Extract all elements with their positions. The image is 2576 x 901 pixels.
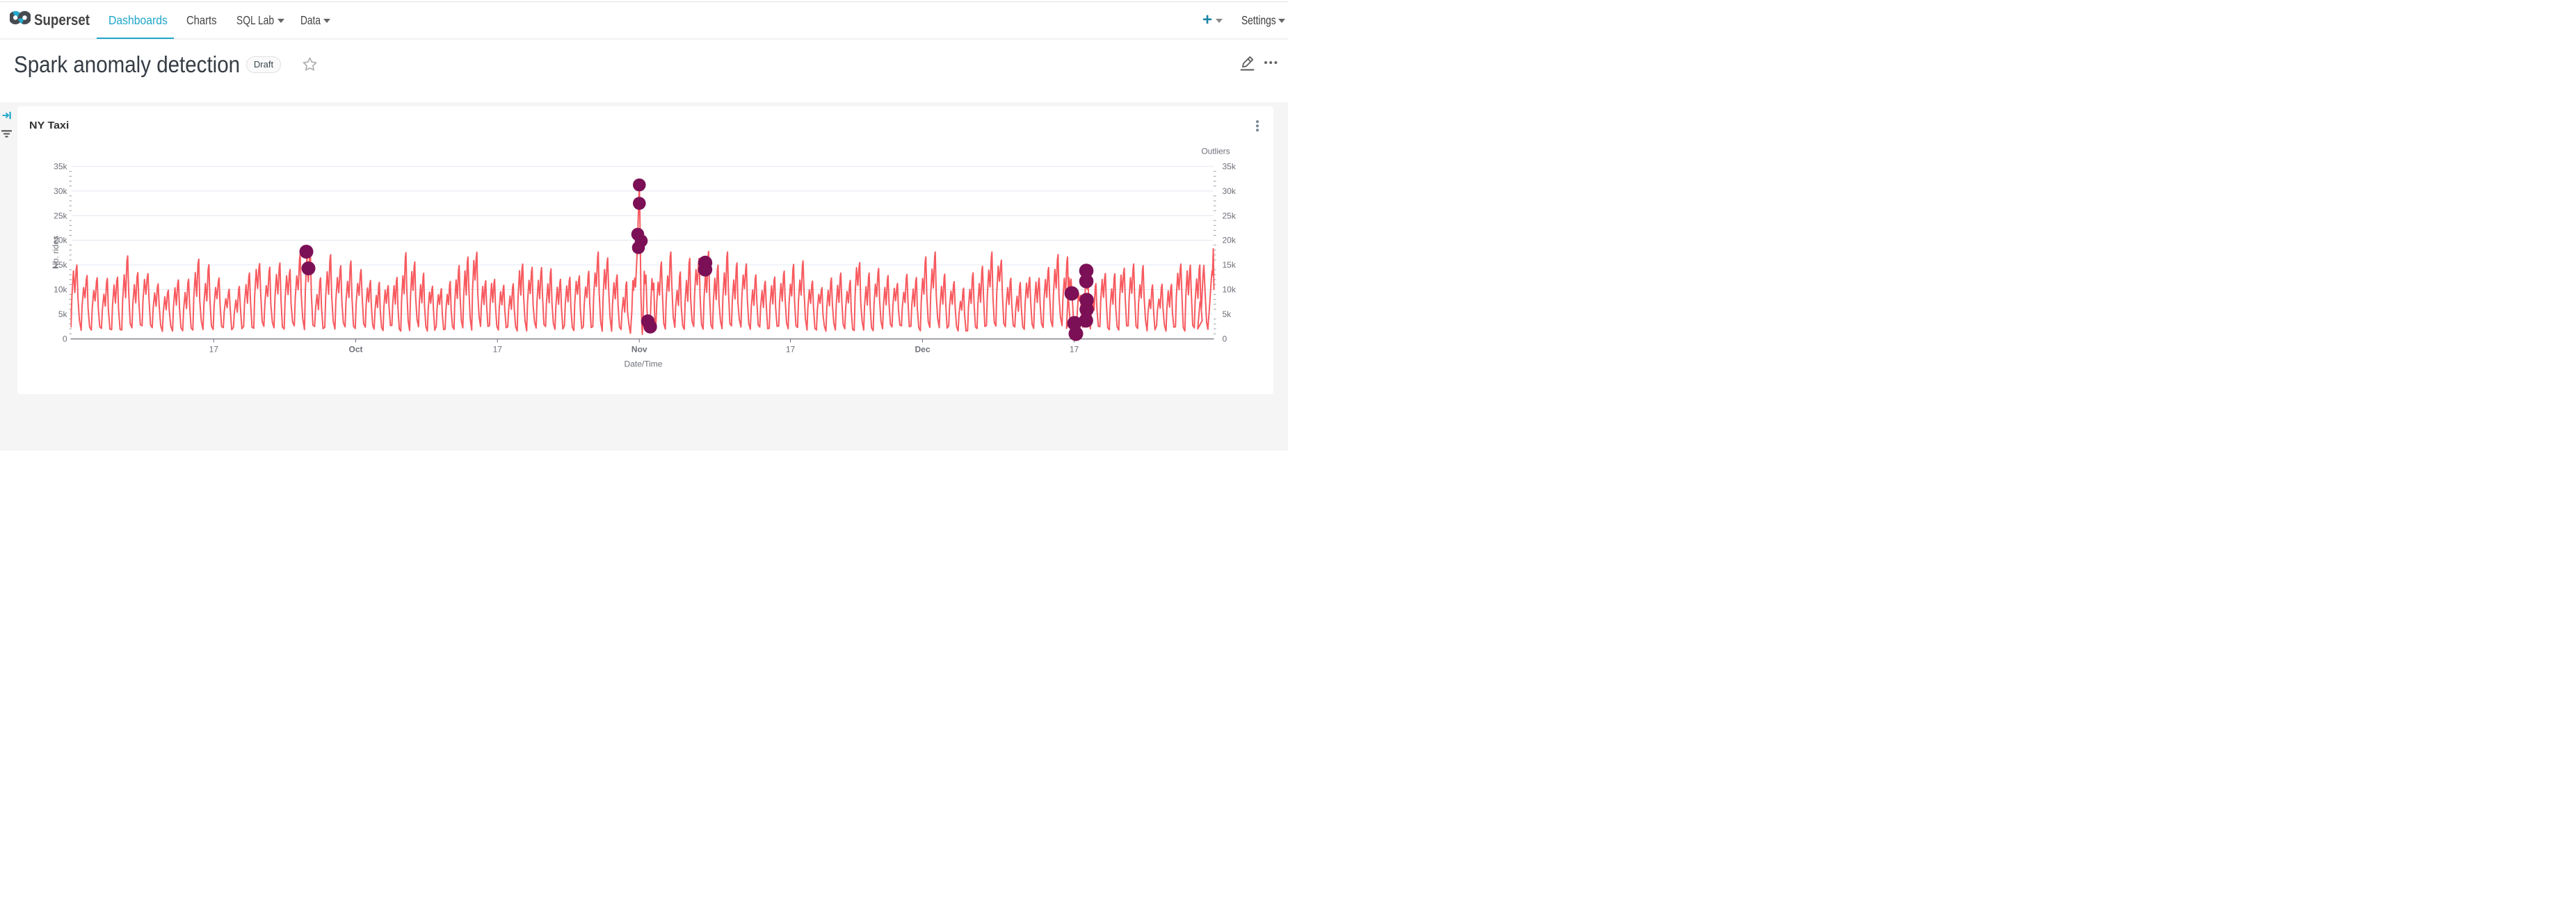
- svg-text:Nov: Nov: [631, 344, 647, 354]
- svg-text:20k: 20k: [54, 235, 67, 245]
- svg-text:10k: 10k: [54, 284, 67, 294]
- svg-text:Dec: Dec: [915, 344, 930, 354]
- svg-text:30k: 30k: [54, 186, 67, 195]
- svg-text:Oct: Oct: [348, 344, 362, 354]
- svg-text:17: 17: [786, 344, 796, 354]
- svg-text:Outliers: Outliers: [1201, 146, 1230, 156]
- svg-text:20k: 20k: [1223, 235, 1237, 245]
- svg-text:25k: 25k: [1223, 211, 1237, 220]
- svg-text:15k: 15k: [1223, 260, 1237, 270]
- svg-text:30k: 30k: [1223, 186, 1237, 195]
- svg-text:5k: 5k: [58, 309, 68, 319]
- svg-text:35k: 35k: [1223, 161, 1237, 171]
- svg-text:Date/Time: Date/Time: [625, 359, 663, 368]
- svg-text:0: 0: [1223, 334, 1227, 343]
- svg-text:0: 0: [63, 334, 67, 343]
- svg-text:17: 17: [209, 344, 219, 354]
- svg-text:35k: 35k: [54, 161, 67, 171]
- svg-text:5k: 5k: [1223, 309, 1232, 319]
- svg-text:25k: 25k: [54, 211, 67, 220]
- svg-text:15k: 15k: [54, 260, 67, 270]
- svg-text:10k: 10k: [1223, 284, 1237, 294]
- svg-text:17: 17: [493, 344, 503, 354]
- svg-text:17: 17: [1070, 344, 1079, 354]
- svg-text:Nb. rides: Nb. rides: [51, 235, 61, 268]
